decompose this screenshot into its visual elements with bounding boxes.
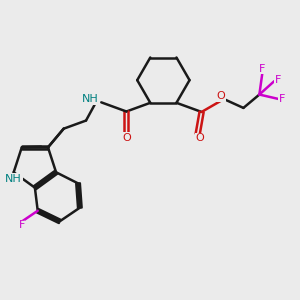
Text: F: F <box>259 64 266 74</box>
Text: F: F <box>279 94 285 104</box>
Text: NH: NH <box>82 94 99 104</box>
Text: NH: NH <box>5 174 22 184</box>
Text: F: F <box>19 220 25 230</box>
Text: O: O <box>123 133 131 143</box>
Text: O: O <box>217 91 225 101</box>
Text: F: F <box>274 75 281 85</box>
Text: O: O <box>196 134 205 143</box>
